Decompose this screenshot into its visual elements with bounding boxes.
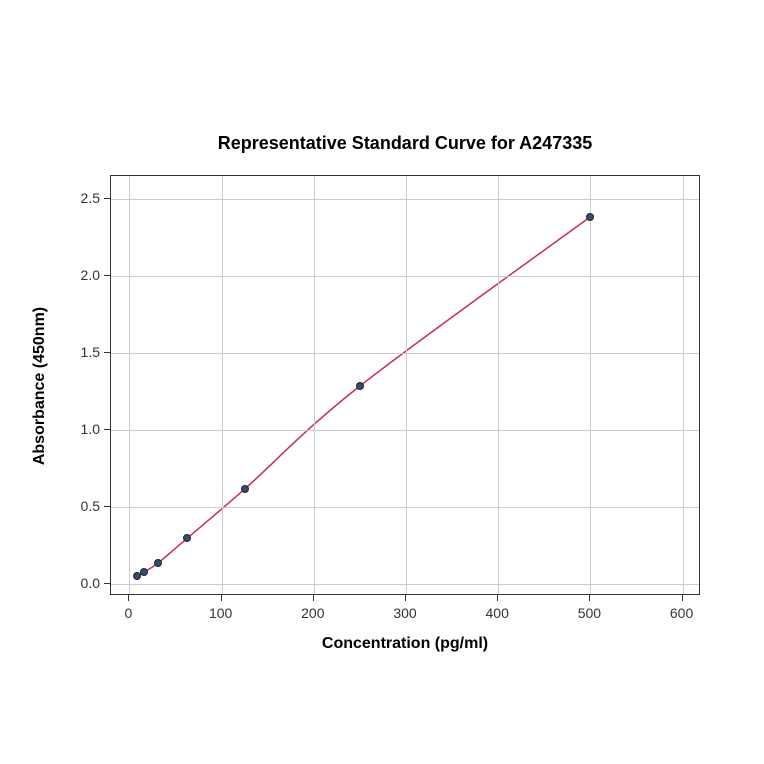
gridline-horizontal bbox=[111, 507, 699, 508]
gridline-horizontal bbox=[111, 353, 699, 354]
tick-label-y: 2.0 bbox=[70, 267, 100, 283]
tick-mark-y bbox=[104, 506, 110, 507]
gridline-vertical bbox=[683, 176, 684, 594]
tick-label-y: 1.0 bbox=[70, 421, 100, 437]
chart-title: Representative Standard Curve for A24733… bbox=[110, 133, 700, 154]
gridline-horizontal bbox=[111, 276, 699, 277]
tick-mark-x bbox=[682, 595, 683, 601]
gridline-vertical bbox=[498, 176, 499, 594]
tick-mark-y bbox=[104, 198, 110, 199]
tick-label-x: 400 bbox=[486, 605, 509, 621]
gridline-horizontal bbox=[111, 199, 699, 200]
tick-mark-x bbox=[221, 595, 222, 601]
tick-label-x: 300 bbox=[393, 605, 416, 621]
data-marker bbox=[356, 382, 364, 390]
gridline-vertical bbox=[314, 176, 315, 594]
tick-label-x: 100 bbox=[209, 605, 232, 621]
x-axis-label: Concentration (pg/ml) bbox=[110, 635, 700, 653]
tick-mark-y bbox=[104, 429, 110, 430]
curve-line bbox=[137, 217, 591, 577]
data-marker bbox=[140, 568, 148, 576]
gridline-vertical bbox=[222, 176, 223, 594]
data-marker bbox=[241, 485, 249, 493]
gridline-vertical bbox=[406, 176, 407, 594]
tick-mark-x bbox=[313, 595, 314, 601]
chart-container: Representative Standard Curve for A24733… bbox=[0, 0, 764, 764]
tick-label-x: 600 bbox=[670, 605, 693, 621]
tick-mark-x bbox=[589, 595, 590, 601]
tick-label-y: 1.5 bbox=[70, 344, 100, 360]
gridline-vertical bbox=[129, 176, 130, 594]
data-marker bbox=[154, 559, 162, 567]
y-axis-label: Absorbance (450nm) bbox=[31, 176, 49, 596]
data-marker bbox=[586, 213, 594, 221]
tick-mark-y bbox=[104, 275, 110, 276]
tick-mark-x bbox=[497, 595, 498, 601]
tick-label-y: 0.0 bbox=[70, 575, 100, 591]
tick-mark-y bbox=[104, 352, 110, 353]
tick-label-x: 200 bbox=[301, 605, 324, 621]
tick-label-x: 500 bbox=[578, 605, 601, 621]
gridline-horizontal bbox=[111, 430, 699, 431]
tick-mark-x bbox=[128, 595, 129, 601]
data-marker bbox=[183, 534, 191, 542]
tick-label-y: 2.5 bbox=[70, 190, 100, 206]
tick-mark-y bbox=[104, 583, 110, 584]
gridline-vertical bbox=[590, 176, 591, 594]
plot-area bbox=[110, 175, 700, 595]
tick-label-y: 0.5 bbox=[70, 498, 100, 514]
tick-label-x: 0 bbox=[125, 605, 133, 621]
gridline-horizontal bbox=[111, 584, 699, 585]
tick-mark-x bbox=[405, 595, 406, 601]
